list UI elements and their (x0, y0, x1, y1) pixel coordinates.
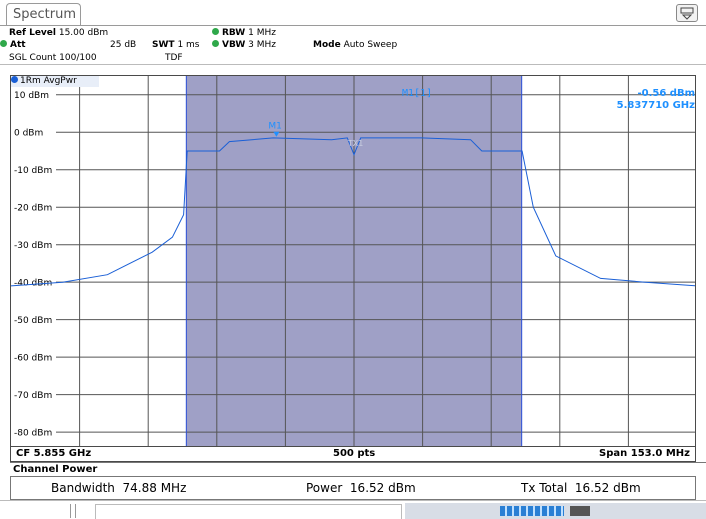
rbw-status-dot (212, 28, 219, 35)
marker-readout-name: M1[1] (402, 88, 432, 99)
ytick-label-bg (11, 313, 56, 326)
swt-value: 1 ms (177, 40, 200, 50)
toolbar-toggle-button[interactable] (676, 4, 698, 22)
trace-line (11, 137, 695, 287)
ytick-label: -50 dBm (14, 316, 52, 326)
att-info: Att (0, 40, 26, 51)
vbw-label: VBW (222, 40, 246, 50)
spectrum-diagram[interactable]: 10 dBm 0 dBm -10 dBm -20 dBm -30 dBm -40 dBm -… (10, 75, 696, 463)
att-label: Att (10, 40, 26, 50)
ytick-label: -80 dBm (14, 429, 52, 439)
power-label: Power (306, 481, 343, 495)
rbw-value: 1 MHz (248, 28, 276, 38)
bandwidth-label: Bandwidth (51, 481, 115, 495)
ytick-label: 0 dBm (14, 129, 43, 139)
att-value: 25 dB (110, 40, 137, 50)
spectrum-plot[interactable]: 10 dBm 0 dBm -10 dBm -20 dBm -30 dBm -40 dBm -… (11, 76, 696, 463)
ytick-label: -60 dBm (14, 354, 52, 364)
trace-label: 1Rm AvgPwr (11, 76, 99, 87)
ytick-label-bg (11, 238, 56, 251)
ref-level-info: Ref Level 15.00 dBm (9, 28, 108, 39)
tx-total-result: Tx Total 16.52 dBm (521, 477, 641, 499)
ref-level-label: Ref Level (9, 28, 56, 38)
att-status-dot (0, 40, 7, 47)
sgl-count: SGL Count 100/100 (9, 53, 97, 63)
header-divider (0, 25, 706, 26)
channel-power-title: Channel Power (10, 462, 706, 477)
status-message-area (95, 504, 402, 519)
mode-value: Auto Sweep (343, 40, 398, 50)
ytick-label-bg (11, 88, 56, 101)
ytick-label: -10 dBm (14, 166, 52, 176)
tx-total-value: 16.52 dBm (574, 481, 641, 495)
rbw-info: RBW 1 MHz (212, 28, 276, 39)
ytick-label: -40 dBm (14, 279, 52, 289)
power-value: 16.52 dBm (349, 481, 416, 495)
sweep-points: 500 pts (333, 448, 376, 459)
span-value: Span 153.0 MHz (599, 448, 690, 459)
tdf-label: TDF (165, 53, 183, 63)
lxi-icon (570, 506, 590, 516)
ytick-label-bg (11, 163, 56, 176)
mode-info: Mode Auto Sweep (313, 40, 397, 51)
ytick-label: 10 dBm (14, 91, 49, 101)
tab-spectrum[interactable]: Spectrum (6, 3, 81, 25)
status-bar (0, 500, 706, 519)
ytick-label: -20 dBm (14, 204, 52, 214)
marker-readout-level: -0.56 dBm (637, 88, 695, 99)
rbw-label: RBW (222, 28, 246, 38)
power-result: Power 16.52 dBm (306, 477, 416, 499)
center-frequency: CF 5.855 GHz (16, 448, 92, 459)
ytick-label: -30 dBm (14, 241, 52, 251)
marker-label: M1 (268, 122, 282, 132)
swt-label: SWT (152, 40, 175, 50)
ytick-label-bg (11, 388, 56, 401)
ytick-label: -70 dBm (14, 391, 52, 401)
tx-total-label: Tx Total (521, 481, 568, 495)
vbw-status-dot (212, 40, 219, 47)
swt-info: SWT 1 ms (152, 40, 199, 51)
ytick-label-bg (11, 201, 56, 214)
vbw-value: 3 MHz (248, 40, 276, 50)
trace-label-text: 1Rm AvgPwr (20, 76, 77, 86)
bandwidth-value: 74.88 MHz (122, 481, 187, 495)
channel-label: TX1 (347, 139, 363, 148)
ytick-label-bg (11, 126, 56, 139)
marker-triangle (273, 131, 280, 137)
diagram-footer: CF 5.855 GHz 500 pts Span 153.0 MHz (10, 446, 696, 462)
channel-power-title-text: Channel Power (13, 464, 98, 475)
ytick-label-bg (11, 351, 56, 364)
trace-indicator-dot (11, 76, 18, 83)
sweep-progress-bar (500, 506, 564, 516)
ref-level-value: 15.00 dBm (58, 28, 109, 38)
mode-label: Mode (313, 40, 341, 50)
vbw-info: VBW 3 MHz (212, 40, 276, 51)
bandwidth-result: Bandwidth 74.88 MHz (51, 477, 186, 499)
status-separator (70, 504, 76, 518)
ytick-label-bg (11, 426, 56, 439)
marker-readout-frequency: 5.837710 GHz (617, 100, 696, 111)
header-bottom-divider (0, 64, 706, 65)
tab-label: Spectrum (13, 7, 76, 22)
window-toggle-icon (680, 7, 694, 20)
channel-power-results: Bandwidth 74.88 MHz Power 16.52 dBm Tx T… (10, 476, 696, 500)
